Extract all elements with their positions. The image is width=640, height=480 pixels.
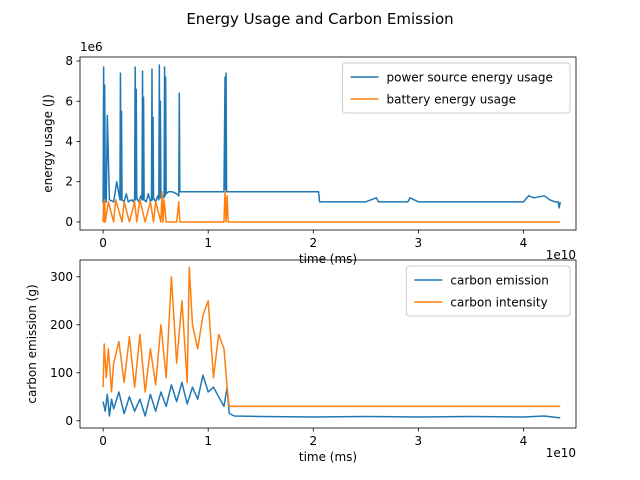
y-scale-label: 1e6 [80, 40, 103, 54]
x-tick-label: 1 [204, 236, 212, 250]
axes-frame [79, 56, 577, 231]
y-tick-label: 100 [50, 366, 73, 380]
x-axis-label: time (ms) [299, 252, 357, 266]
series-line-1 [102, 374, 561, 419]
legend-entry: carbon intensity [450, 296, 547, 310]
series-line-2 [102, 266, 561, 408]
chart-2: 0 1 2 3 4 0 100 200 300 time (ms) carbon emission … [25, 259, 577, 464]
series-line-2 [102, 191, 561, 223]
x-tick-label: 0 [99, 236, 107, 250]
legend-box [342, 62, 571, 114]
x-tick-label: 2 [309, 236, 317, 250]
y-tick-label: 0 [65, 215, 73, 229]
y-tick-label: 8 [65, 54, 73, 68]
x-scale-label: 1e10 [546, 248, 576, 262]
x-tick-label: 4 [520, 434, 528, 448]
x-axis-label: time (ms) [299, 450, 357, 464]
series-line-1 [102, 64, 561, 209]
x-tick-label: 3 [415, 434, 423, 448]
x-tick-label: 3 [415, 236, 423, 250]
x-tick-label: 1 [204, 434, 212, 448]
legend-entry: battery energy usage [387, 93, 516, 107]
x-tick-label: 0 [99, 434, 107, 448]
legend-entry: carbon emission [450, 274, 548, 288]
y-tick-label: 200 [50, 318, 73, 332]
legend-entry: power source energy usage [387, 71, 553, 85]
y-tick-label: 0 [65, 414, 73, 428]
chart-1: 0 1 2 3 4 0 2 4 6 8 time (ms) energy usage (J) 1e10 1… [41, 40, 577, 266]
x-tick-label: 4 [520, 236, 528, 250]
x-scale-label: 1e10 [546, 446, 576, 460]
axes-frame [79, 259, 577, 429]
y-tick-label: 2 [65, 175, 73, 189]
figure-title: Energy Usage and Carbon Emission [186, 10, 453, 28]
legend-box [405, 265, 571, 317]
y-axis-label: carbon emission (g) [25, 284, 39, 403]
x-tick-label: 2 [309, 434, 317, 448]
legend: carbon emission carbon intensity [405, 265, 571, 317]
y-tick-label: 300 [50, 270, 73, 284]
y-axis-label: energy usage (J) [41, 94, 55, 193]
y-tick-label: 4 [65, 134, 73, 148]
legend: power source energy usage battery energy … [342, 62, 571, 114]
y-tick-label: 6 [65, 94, 73, 108]
